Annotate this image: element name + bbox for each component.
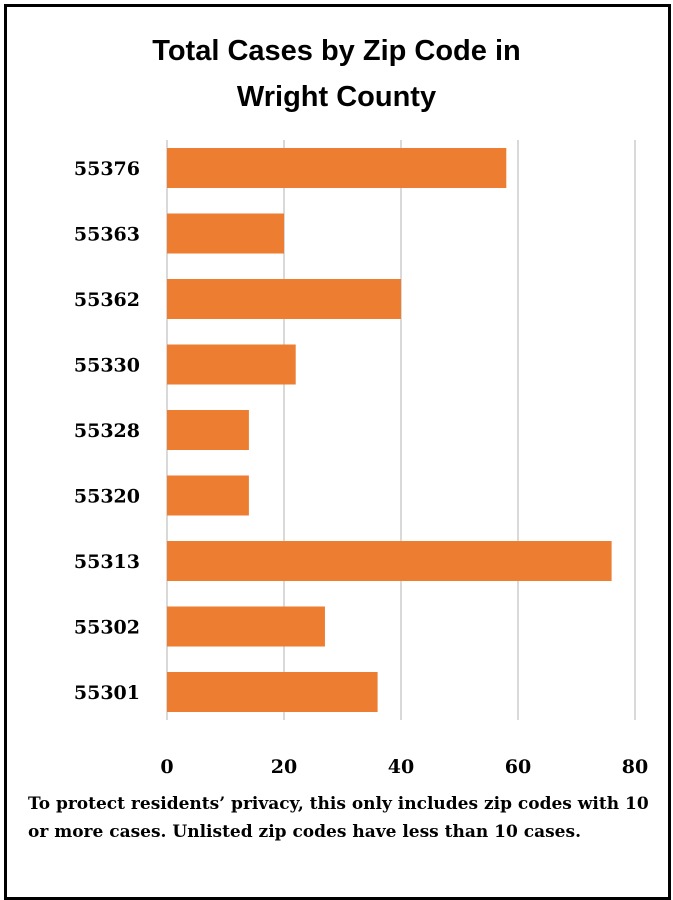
category-label-55362: 55362 — [74, 289, 140, 311]
bar-55313 — [167, 541, 612, 581]
chart-title-line-2: Wright County — [236, 81, 437, 113]
x-tick-label: 20 — [271, 756, 297, 778]
category-label-55313: 55313 — [74, 551, 140, 573]
x-tick-label: 0 — [160, 756, 173, 778]
bar-55363 — [167, 213, 284, 254]
x-tick-label: 40 — [388, 756, 414, 778]
chart-title: Total Cases by Zip Code in Wright County — [0, 28, 673, 120]
bar-55328 — [167, 410, 249, 450]
category-label-55330: 55330 — [74, 355, 140, 377]
bar-55376 — [167, 148, 507, 188]
x-tick-label: 80 — [622, 756, 648, 778]
category-label-55302: 55302 — [74, 617, 140, 639]
bar-55302 — [167, 606, 325, 647]
bar-55301 — [167, 672, 378, 712]
bar-55330 — [167, 344, 296, 385]
footnote: To protect residents’ privacy, this only… — [28, 794, 649, 842]
category-label-55320: 55320 — [74, 486, 140, 508]
category-label-55376: 55376 — [74, 158, 140, 180]
bar-55362 — [167, 279, 401, 319]
chart-title-line-1: Total Cases by Zip Code in — [152, 35, 521, 67]
category-label-55301: 55301 — [74, 682, 140, 704]
category-label-55328: 55328 — [74, 420, 140, 442]
category-labels: 55376 55363 55362 55330 55328 55320 55313 55302… — [74, 158, 140, 704]
x-tick-labels: 0 20 40 60 80 — [160, 756, 648, 778]
x-tick-label: 60 — [505, 756, 531, 778]
category-label-55363: 55363 — [74, 224, 140, 246]
bar-55320 — [167, 475, 249, 516]
bars — [167, 148, 612, 712]
